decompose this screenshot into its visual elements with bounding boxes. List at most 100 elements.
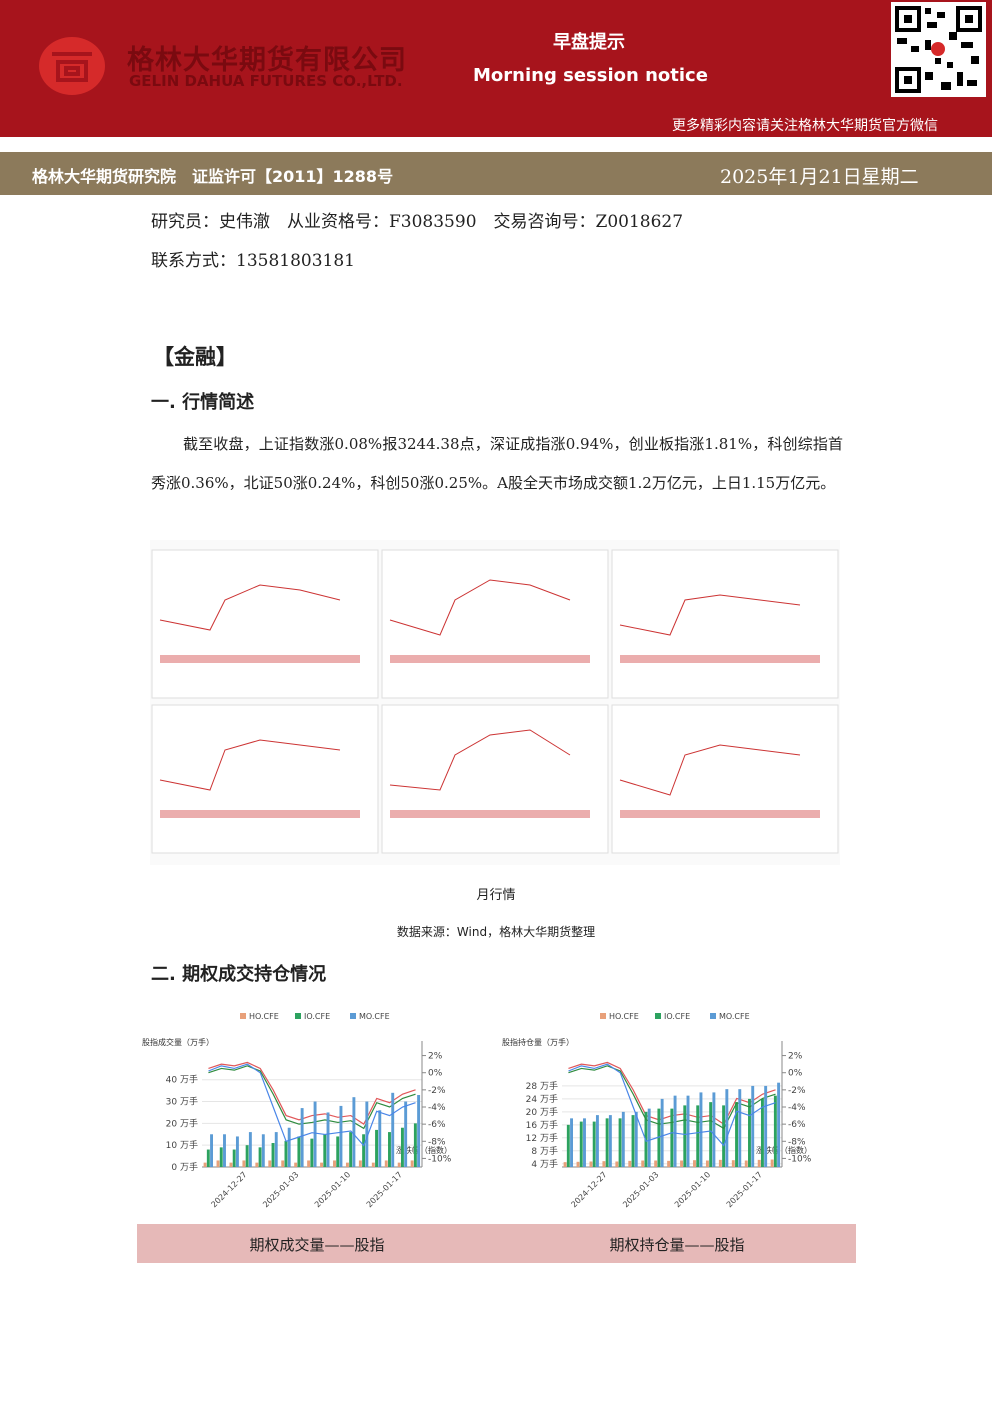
- title-cn: 早盘提示: [553, 32, 625, 53]
- bar: [287, 1127, 291, 1167]
- y2-tick-label: -4%: [428, 1103, 446, 1113]
- bar: [397, 1162, 401, 1167]
- bar: [693, 1160, 696, 1167]
- legend-label: IO.CFE: [664, 1012, 690, 1021]
- bar: [313, 1101, 317, 1167]
- y-tick-label: 4 万手: [531, 1158, 558, 1170]
- bar: [349, 1132, 353, 1167]
- bar: [673, 1095, 677, 1167]
- bar: [631, 1115, 635, 1167]
- bar: [699, 1092, 703, 1167]
- bar: [760, 1098, 764, 1167]
- bar: [608, 1115, 612, 1167]
- company-en: GELIN DAHUA FUTURES CO.,LTD.: [129, 72, 403, 90]
- bar: [647, 1108, 651, 1167]
- y2-tick-label: -8%: [788, 1137, 806, 1147]
- qr-code: [891, 2, 986, 97]
- y-axis-title: 股指成交量（万手）: [142, 1037, 214, 1047]
- bar: [242, 1160, 246, 1167]
- bar: [563, 1162, 567, 1167]
- researcher: 研究员：史伟澈 从业资格号：F3083590 交易咨询号：Z0018627: [151, 212, 684, 232]
- bar: [748, 1098, 751, 1167]
- bar: [751, 1085, 755, 1167]
- section-title: 【金融】: [153, 345, 237, 369]
- bar: [735, 1102, 738, 1167]
- caption-bar: 期权成交量——股指 期权持仓量——股指: [137, 1224, 856, 1263]
- paragraph: 截至收盘，上证指数涨0.08%报3244.38点，深证成指涨0.94%，创业板指…: [151, 435, 843, 492]
- bar: [371, 1162, 375, 1167]
- bar: [300, 1108, 304, 1167]
- y2-tick-label: 2%: [428, 1052, 443, 1062]
- bar: [352, 1097, 356, 1167]
- heading: 一. 行情简述: [151, 392, 255, 413]
- bar: [705, 1160, 709, 1167]
- y-tick-label: 28 万手: [526, 1080, 558, 1092]
- bar: [595, 1115, 599, 1167]
- y2-tick-label: 0%: [428, 1069, 443, 1079]
- institute: 格林大华期货研究院 证监许可【2011】1288号: [32, 167, 394, 186]
- y2-tick-label: -4%: [788, 1103, 806, 1113]
- bar: [667, 1160, 671, 1167]
- bar: [229, 1162, 233, 1167]
- y2-tick-label: -10%: [428, 1154, 452, 1164]
- bar: [570, 1118, 573, 1167]
- bar: [641, 1160, 645, 1167]
- y-axis-title: 股指持仓量（万手）: [502, 1037, 574, 1047]
- bar: [307, 1160, 311, 1167]
- y2-tick-label: -2%: [428, 1086, 446, 1096]
- y-tick-label: 40 万手: [166, 1074, 198, 1086]
- bar: [773, 1095, 777, 1167]
- logo: [39, 37, 105, 95]
- chart-caption: 期权成交量——股指: [249, 1236, 385, 1254]
- bar: [310, 1138, 314, 1167]
- bar: [400, 1127, 404, 1167]
- bar: [258, 1147, 262, 1167]
- bar: [654, 1160, 658, 1167]
- bar: [592, 1121, 596, 1167]
- line: [568, 1063, 776, 1147]
- legend-swatch: [350, 1013, 356, 1019]
- bar: [744, 1160, 748, 1167]
- bar: [255, 1162, 259, 1167]
- bar: [709, 1102, 713, 1167]
- y2-tick-label: 2%: [788, 1052, 803, 1062]
- heading: 二. 期权成交持仓情况: [151, 964, 327, 985]
- x-tick-label: 2024-12-27: [569, 1170, 608, 1209]
- y2-axis-title: 涨跌幅（指数）: [396, 1145, 452, 1155]
- company-cn: 格林大华期货有限公司: [127, 45, 407, 76]
- bar: [670, 1108, 674, 1167]
- legend-swatch: [295, 1013, 301, 1019]
- y2-axis-title: 涨跌幅（指数）: [756, 1145, 812, 1155]
- title-en: Morning session notice: [473, 65, 708, 86]
- x-tick-label: 2025-01-03: [261, 1170, 300, 1209]
- bar: [576, 1161, 580, 1167]
- x-tick-label: 2025-01-17: [365, 1170, 404, 1209]
- legend-swatch: [240, 1013, 246, 1019]
- y-tick-label: 24 万手: [526, 1093, 558, 1105]
- bar: [294, 1162, 298, 1167]
- bar: [634, 1111, 638, 1167]
- bar: [216, 1160, 220, 1167]
- legend-label: HO.CFE: [609, 1012, 639, 1021]
- bar: [284, 1140, 288, 1167]
- bar: [365, 1101, 369, 1167]
- chart: 0 万手 10 万手 20 万手 30 万手 40 万手 2% 0% -2% -4% -6% -8%…: [142, 1012, 452, 1209]
- bar: [375, 1129, 378, 1167]
- y2-tick-label: -10%: [788, 1154, 812, 1164]
- bar: [777, 1082, 781, 1167]
- legend-label: MO.CFE: [719, 1012, 750, 1021]
- bar: [384, 1160, 388, 1167]
- bar: [579, 1121, 583, 1167]
- bar: [738, 1089, 742, 1167]
- bar: [388, 1132, 391, 1167]
- bar: [219, 1147, 223, 1167]
- x-tick-label: 2025-01-10: [673, 1170, 712, 1209]
- bar: [404, 1101, 408, 1167]
- bar: [683, 1105, 687, 1167]
- bar: [718, 1159, 722, 1167]
- figure-source: 数据来源：Wind，格林大华期货整理: [396, 925, 596, 939]
- bar: [680, 1160, 683, 1167]
- bar: [413, 1123, 417, 1167]
